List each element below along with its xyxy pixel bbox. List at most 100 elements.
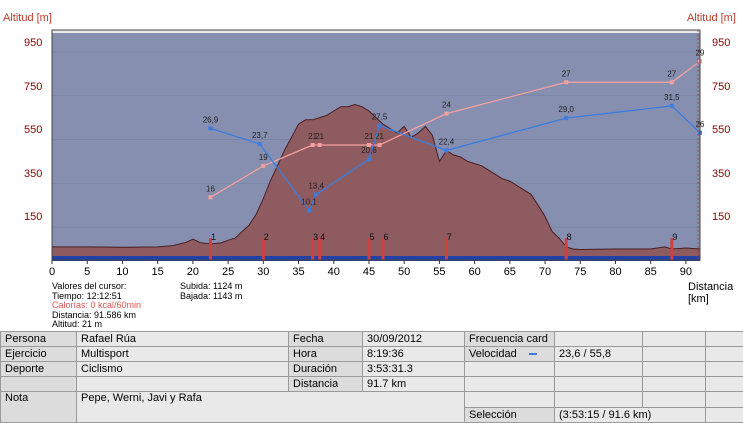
x-tick-label: 15: [151, 266, 164, 278]
lap-marker: [564, 238, 568, 260]
speed-label: 31,5: [664, 93, 680, 102]
nota-label: Nota: [0, 391, 77, 423]
x-tick-label: 30: [257, 266, 270, 278]
y-tick-left: 550: [24, 124, 43, 136]
speed-line: [210, 105, 701, 212]
lap-label: 5: [369, 232, 374, 242]
lap-label: 4: [320, 232, 325, 242]
empty-cell: [705, 346, 743, 362]
table-row: Selección (3:53:15 / 91.6 km): [1, 406, 743, 423]
y-tick-right: 750: [712, 81, 731, 93]
hora-value[interactable]: 8:19:36: [362, 346, 465, 362]
cursor-values: Valores del cursor: Tiempo: 12:12:51 Cal…: [52, 281, 142, 330]
lap-marker: [261, 238, 265, 260]
lap-marker: [670, 238, 674, 260]
y-tick-right: 150: [712, 211, 731, 223]
distancia-value[interactable]: 91.7 km: [362, 376, 465, 392]
lap-label: 7: [447, 232, 452, 242]
y-tick-right: 350: [712, 168, 731, 180]
empty-cell: [642, 376, 706, 392]
speed-point: [208, 126, 213, 131]
speed-point: [307, 208, 312, 213]
lap-marker: [318, 238, 322, 260]
lap-label: 9: [672, 232, 677, 242]
lap-label: 1: [211, 232, 216, 242]
speed-label: 27,5: [372, 112, 388, 121]
cursor-calories: Calorías: 0 kcal/60min: [52, 300, 142, 310]
lap-marker: [444, 238, 448, 260]
velocidad-value: 23,6 / 55,8: [554, 346, 643, 362]
empty-cell: [0, 376, 77, 392]
table-row: Ejercicio Multisport Hora 8:19:36 Veloci…: [0, 346, 743, 362]
empty-cell: [705, 391, 743, 408]
climb-up: Subida: 1124 m: [180, 281, 243, 291]
duracion-value[interactable]: 3:53:31.3: [362, 361, 465, 377]
x-tick-label: 40: [327, 266, 340, 278]
speed-point: [444, 148, 449, 153]
empty-cell: [464, 376, 555, 392]
hr-label: 19: [259, 153, 268, 162]
speed-label: 29,0: [558, 105, 574, 114]
x-tick-label: 60: [468, 266, 481, 278]
speed-label: 13,4: [308, 181, 324, 190]
hr-point: [669, 80, 674, 85]
y-tick-left: 950: [24, 37, 43, 49]
nota-value[interactable]: Pepe, Werni, Javi y Rafa: [76, 391, 465, 423]
persona-value[interactable]: Rafael Rúa: [76, 331, 289, 347]
x-tick-label: 75: [574, 266, 587, 278]
distancia-label: Distancia: [288, 376, 363, 392]
hr-point: [366, 143, 371, 147]
speed-point: [564, 116, 569, 121]
fecha-label: Fecha: [288, 331, 363, 347]
cursor-title: Valores del cursor:: [52, 281, 127, 291]
y-tick-left: 350: [24, 168, 43, 180]
seleccion-value: (3:53:15 / 91.6 km): [554, 406, 706, 423]
hr-point: [317, 143, 322, 147]
empty-cell: [705, 331, 743, 347]
x-tick-label: 25: [221, 266, 235, 278]
hora-label: Hora: [288, 346, 363, 362]
lap-marker: [367, 238, 371, 260]
hr-label: 27: [562, 69, 571, 78]
plot-frame: [51, 29, 701, 261]
x-tick-label: 10: [116, 266, 129, 278]
y-axis-title-right: Altitud [m]: [687, 12, 736, 24]
workout-info-table: Persona Rafael Rúa Fecha 30/09/2012 Frec…: [0, 331, 743, 423]
lap-label: 3: [313, 232, 318, 242]
deporte-value[interactable]: Ciclismo: [76, 361, 289, 377]
x-tick-label: 35: [292, 266, 305, 278]
velocidad-label: Velocidad: [464, 346, 555, 362]
table-row: Nota Pepe, Werni, Javi y Rafa: [0, 391, 743, 423]
ejercicio-value[interactable]: Multisport: [76, 346, 289, 362]
y-tick-left: 750: [24, 81, 43, 93]
hr-point: [310, 143, 315, 147]
x-tick-label: 70: [538, 266, 552, 278]
x-tick-label: 80: [609, 266, 622, 278]
seleccion-label: Selección: [464, 406, 555, 423]
speed-point: [366, 157, 371, 162]
hr-label: 24: [442, 101, 451, 110]
hr-label: 21: [315, 132, 324, 141]
y-tick-right: 950: [712, 37, 731, 49]
cursor-time: Tiempo: 12:12:51: [52, 290, 122, 301]
y-tick-left: 150: [24, 211, 43, 223]
altitude-area: [51, 103, 701, 261]
duracion-label: Duración: [288, 361, 363, 377]
fc-value: [554, 331, 643, 347]
speed-label: 22,4: [439, 137, 455, 146]
hr-point: [261, 163, 266, 168]
empty-cell: [642, 331, 706, 347]
empty-cell: [705, 361, 743, 377]
empty-cell: [464, 391, 555, 408]
empty-cell: [642, 391, 706, 408]
empty-cell: [464, 361, 555, 377]
fecha-value[interactable]: 30/09/2012: [362, 331, 465, 347]
ejercicio-label: Ejercicio: [0, 346, 77, 362]
hr-line: [210, 60, 701, 198]
x-tick-label: 0: [48, 266, 56, 278]
empty-cell: [705, 376, 743, 392]
lap-marker: [381, 238, 385, 260]
track-baseline: [52, 256, 700, 261]
x-axis-title-line2: [km]: [688, 293, 709, 305]
